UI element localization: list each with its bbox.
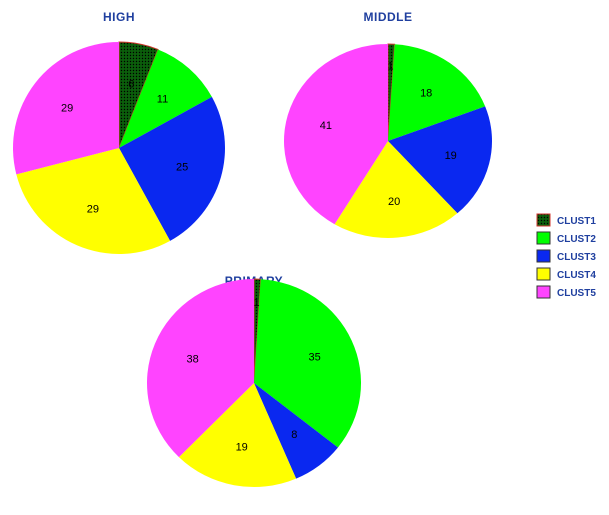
pie-slice-middle-clust1 [387,43,396,142]
data-label-primary-clust4: 19 [236,441,248,453]
pie-slice-middle-clust4 [334,141,458,238]
pie-slice-high-clust2 [119,49,212,148]
pie-slice-primary-clust5 [146,279,254,458]
data-label-primary-clust3: 8 [291,429,297,441]
data-label-primary-clust2: 35 [308,352,320,364]
data-label-high-clust5: 29 [61,103,73,115]
data-label-high-clust4: 29 [87,203,99,215]
legend: CLUST1 CLUST2 CLUST3 CLUST4 CLUST5 [536,213,596,299]
data-label-middle-clust2: 18 [420,88,432,100]
legend-label-clust2: CLUST2 [557,234,596,245]
legend-label-clust1: CLUST1 [557,216,596,227]
pie-high: HIGH 6 11 25 29 29 [12,10,225,254]
legend-swatch-clust3 [536,249,551,263]
pie-slice-primary-clust2 [254,279,361,448]
pie-slice-primary-clust4 [178,383,297,487]
pie-title-middle: MIDDLE [364,10,413,24]
legend-swatch-clust4 [536,267,551,281]
data-label-high-clust2: 11 [157,94,168,106]
data-label-primary-clust1: 1 [254,297,260,309]
pie-slice-middle-clust3 [388,106,492,214]
pie-title-high: HIGH [103,10,135,24]
legend-swatch-clust1 [536,213,551,227]
legend-swatch-clust2 [536,231,551,245]
data-label-middle-clust1: 1 [388,60,394,72]
legend-label-clust4: CLUST4 [557,270,596,281]
data-label-high-clust3: 25 [176,161,188,173]
pie-slice-high-clust1 [118,41,159,149]
pie-slice-middle-clust2 [388,44,486,141]
pie-slice-middle-clust5 [284,44,388,225]
data-label-primary-clust5: 38 [186,354,198,366]
data-label-middle-clust3: 19 [445,150,457,162]
pie-slice-high-clust4 [16,148,171,254]
legend-label-clust3: CLUST3 [557,252,596,263]
pie-slice-high-clust5 [12,42,119,175]
data-label-high-clust1: 6 [128,78,134,90]
pie-middle: MIDDLE 1 18 19 20 41 [284,10,492,238]
pie-slice-primary-clust1 [253,278,262,384]
data-label-middle-clust4: 20 [388,196,400,208]
legend-swatch-clust5 [536,285,551,299]
pie-slice-high-clust3 [119,96,225,241]
pie-slice-primary-clust3 [254,383,338,479]
legend-label-clust5: CLUST5 [557,288,596,299]
data-label-middle-clust5: 41 [320,120,332,132]
